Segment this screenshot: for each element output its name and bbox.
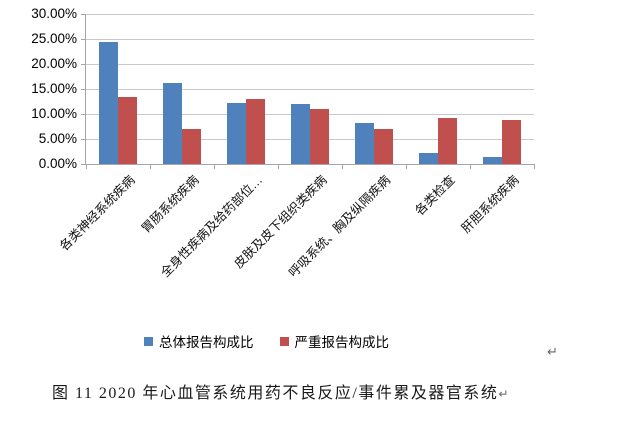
x-axis-tick-mark xyxy=(406,164,407,169)
bar-severe xyxy=(374,129,393,164)
x-axis-tick-mark xyxy=(278,164,279,169)
y-axis-label: 0.00% xyxy=(38,156,77,171)
bar-group xyxy=(406,14,470,164)
bar-severe xyxy=(310,108,329,164)
bar-total xyxy=(99,41,118,164)
legend-label: 总体报告构成比 xyxy=(159,335,254,350)
x-axis-category-label: 胃肠系统疾病 xyxy=(138,172,202,236)
bar-total xyxy=(483,156,502,164)
y-axis-tick-mark xyxy=(81,89,86,90)
bar-severe xyxy=(502,120,521,164)
bar-group xyxy=(470,14,534,164)
bar-total xyxy=(291,104,310,164)
y-axis-tick-mark xyxy=(81,164,86,165)
chart-legend: 总体报告构成比 严重报告构成比 xyxy=(144,331,389,351)
y-axis-tick-mark xyxy=(81,114,86,115)
y-axis-label: 10.00% xyxy=(31,106,77,121)
y-axis-label: 30.00% xyxy=(31,6,77,21)
x-axis-category-label: 各类神经系统疾病 xyxy=(57,172,138,254)
bar-severe xyxy=(182,129,201,164)
bar-group xyxy=(214,14,278,164)
y-axis-tick-mark xyxy=(81,64,86,65)
caption-return-mark-icon: ↵ xyxy=(498,387,509,401)
x-axis-category-label: 呼吸系统、胸及纵隔疾病 xyxy=(286,172,394,280)
x-axis-tick-mark xyxy=(86,164,87,169)
bar-severe xyxy=(438,117,457,164)
x-axis-category-label: 全身性疾病及给药部位… xyxy=(158,172,266,280)
y-axis-label: 5.00% xyxy=(38,131,77,146)
gridline xyxy=(86,64,534,65)
legend-swatch-icon xyxy=(144,336,153,346)
figure-caption: 图 11 2020 年心血管系统用药不良反应/事件累及器官系统↵ xyxy=(52,379,508,403)
legend-item: 总体报告构成比 xyxy=(144,331,254,351)
gridline xyxy=(86,89,534,90)
gridline xyxy=(86,39,534,40)
x-axis-category-label: 皮肤及皮下组织类疾病 xyxy=(231,172,330,272)
legend-label: 严重报告构成比 xyxy=(294,335,390,350)
bar-total xyxy=(163,82,182,164)
y-axis-label: 25.00% xyxy=(31,31,77,46)
gridline xyxy=(86,14,534,15)
paragraph-return-mark-icon: ↵ xyxy=(547,345,558,360)
legend-item: 严重报告构成比 xyxy=(279,331,390,351)
x-axis-tick-mark xyxy=(214,164,215,169)
chart-object[interactable]: 30.00% 25.00% 20.00% 15.00% 10.00% 5.00% 0.00%… xyxy=(0,0,626,370)
x-axis-category-label: 肝胆系统疾病 xyxy=(458,172,522,236)
y-axis-label: 20.00% xyxy=(31,56,77,71)
y-axis-label: 15.00% xyxy=(31,81,77,96)
bar-group xyxy=(278,14,342,164)
x-axis-tick-mark xyxy=(470,164,471,169)
bar-total xyxy=(227,103,246,164)
y-axis-tick-mark xyxy=(81,14,86,15)
bar-total xyxy=(355,123,374,164)
bar-total xyxy=(419,152,438,164)
figure-caption-text: 图 11 2020 年心血管系统用药不良反应/事件累及器官系统 xyxy=(52,385,499,402)
bar-severe xyxy=(118,97,137,164)
x-axis-category-labels: 各类神经系统疾病 胃肠系统疾病 全身性疾病及给药部位… 皮肤及皮下组织类疾病 呼吸系统、… xyxy=(57,170,533,320)
bar-group xyxy=(86,14,150,164)
x-axis-category-label: 各类检查 xyxy=(412,172,458,219)
x-axis-tick-mark xyxy=(342,164,343,169)
y-axis-tick-labels: 30.00% 25.00% 20.00% 15.00% 10.00% 5.00% 0.00% xyxy=(0,6,80,171)
bar-severe xyxy=(246,99,265,164)
x-axis-tick-mark xyxy=(534,164,535,169)
y-axis-tick-mark xyxy=(81,39,86,40)
x-axis-tick-mark xyxy=(150,164,151,169)
legend-swatch-icon xyxy=(279,336,289,346)
plot-area xyxy=(81,14,535,169)
y-axis-tick-mark xyxy=(81,139,86,140)
bar-group xyxy=(150,14,214,164)
bar-group xyxy=(342,14,406,164)
